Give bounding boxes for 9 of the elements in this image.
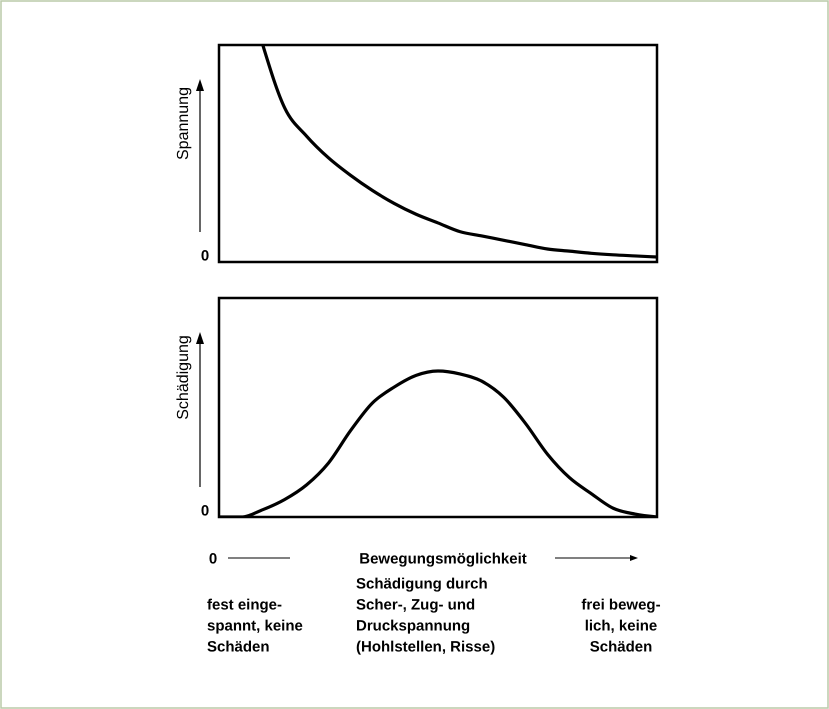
x-axis-title: Bewegungsmöglichkeit <box>359 550 527 568</box>
text: 0 <box>200 247 210 264</box>
text: Schädigung durch Scher-, Zug- und Druckspannung (Hohlstellen, Risse) <box>356 575 496 656</box>
text: 0 <box>200 502 210 520</box>
text: fest einge- spannt, keine Schäden <box>207 596 303 656</box>
y-axis-title: Schädigung <box>175 335 192 420</box>
text: 0 <box>208 550 218 568</box>
y-axis-title: Spannung <box>175 87 192 160</box>
text: frei beweg- lich, keine Schäden <box>581 596 661 656</box>
